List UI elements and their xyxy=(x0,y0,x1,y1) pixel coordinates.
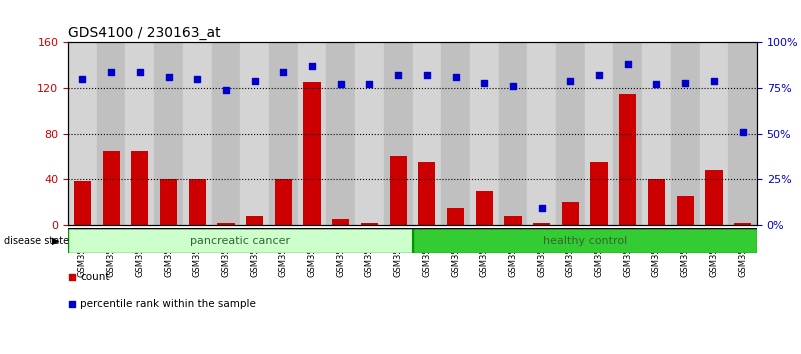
Bar xyxy=(590,162,608,225)
Point xyxy=(506,84,519,89)
Bar xyxy=(562,202,579,225)
Text: disease state: disease state xyxy=(4,236,69,246)
Point xyxy=(134,69,147,74)
Point xyxy=(707,78,720,84)
Bar xyxy=(384,42,413,225)
Bar xyxy=(240,42,269,225)
Bar xyxy=(533,223,550,225)
Text: percentile rank within the sample: percentile rank within the sample xyxy=(80,298,256,309)
Bar xyxy=(470,42,498,225)
Point xyxy=(392,73,405,78)
Bar xyxy=(360,223,378,225)
Text: count: count xyxy=(80,272,110,282)
Bar xyxy=(413,42,441,225)
Bar xyxy=(614,42,642,225)
Bar xyxy=(126,42,154,225)
Bar xyxy=(189,179,206,225)
Point xyxy=(76,76,89,82)
Bar xyxy=(476,190,493,225)
Point xyxy=(162,74,175,80)
Bar xyxy=(648,179,665,225)
Point xyxy=(478,80,491,85)
Point xyxy=(564,78,577,84)
Point xyxy=(219,87,232,93)
Point xyxy=(622,62,634,67)
Bar xyxy=(131,151,148,225)
Bar xyxy=(68,42,97,225)
Text: healthy control: healthy control xyxy=(542,236,627,246)
Bar xyxy=(619,94,636,225)
Bar xyxy=(332,219,349,225)
Bar xyxy=(183,42,211,225)
Point xyxy=(248,78,261,84)
Bar xyxy=(211,42,240,225)
Bar xyxy=(389,156,407,225)
Text: GDS4100 / 230163_at: GDS4100 / 230163_at xyxy=(68,26,221,40)
Bar xyxy=(304,82,320,225)
Point xyxy=(593,73,606,78)
Bar xyxy=(103,151,120,225)
Bar xyxy=(154,42,183,225)
Bar xyxy=(728,42,757,225)
Text: ▶: ▶ xyxy=(52,236,60,246)
Bar xyxy=(217,223,235,225)
Bar xyxy=(556,42,585,225)
Bar xyxy=(275,179,292,225)
Bar xyxy=(498,42,527,225)
Point xyxy=(306,63,319,69)
Bar xyxy=(677,196,694,225)
Bar xyxy=(413,228,757,253)
Bar xyxy=(670,42,699,225)
Bar xyxy=(355,42,384,225)
Point xyxy=(334,81,347,87)
Point xyxy=(736,129,749,135)
Bar xyxy=(734,223,751,225)
Bar xyxy=(585,42,614,225)
Bar xyxy=(160,179,177,225)
Bar xyxy=(705,170,723,225)
Bar xyxy=(441,42,470,225)
Bar xyxy=(447,208,464,225)
Bar xyxy=(527,42,556,225)
Bar xyxy=(642,42,670,225)
Bar xyxy=(505,216,521,225)
Point xyxy=(437,167,450,172)
Point xyxy=(421,73,433,78)
Point xyxy=(535,206,548,211)
Point xyxy=(191,76,203,82)
Bar xyxy=(699,42,728,225)
Bar xyxy=(246,216,264,225)
Bar xyxy=(269,42,298,225)
Bar xyxy=(97,42,126,225)
Point xyxy=(650,81,663,87)
Point xyxy=(105,69,118,74)
Bar xyxy=(418,162,436,225)
Text: pancreatic cancer: pancreatic cancer xyxy=(191,236,290,246)
Bar xyxy=(298,42,326,225)
Bar xyxy=(74,182,91,225)
Bar xyxy=(68,228,413,253)
Point xyxy=(449,74,462,80)
Point xyxy=(363,81,376,87)
Bar xyxy=(326,42,355,225)
Point xyxy=(277,69,290,74)
Point xyxy=(678,80,691,85)
